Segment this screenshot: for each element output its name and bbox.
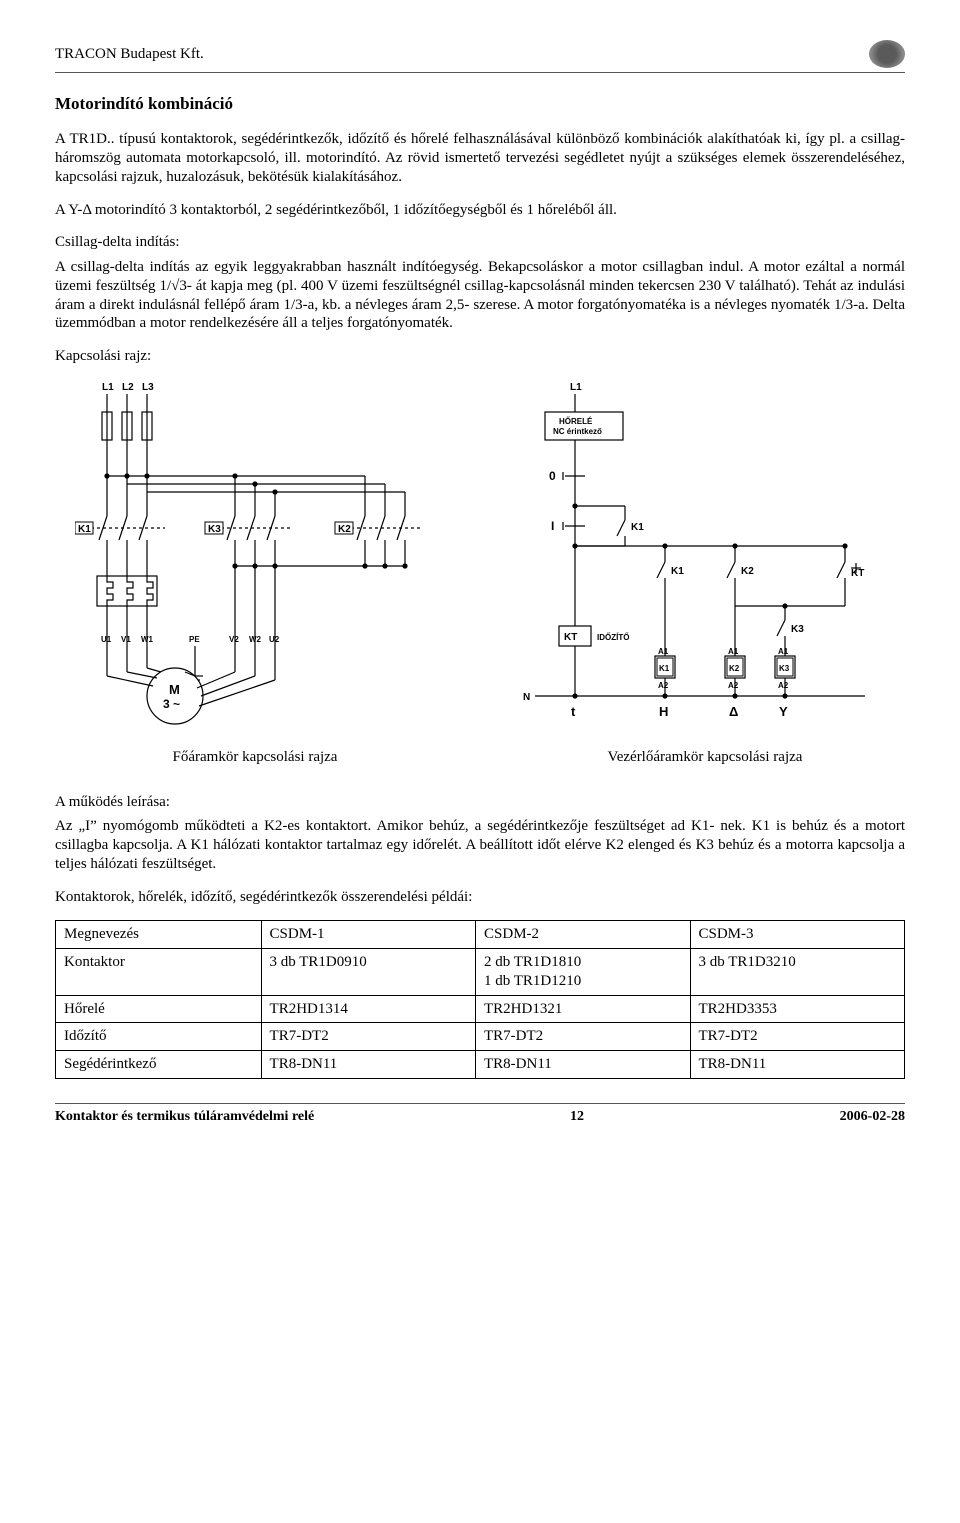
operation-title: A működés leírása: (55, 793, 905, 812)
phase-l2: L2 (122, 382, 134, 393)
cell: TR8-DN11 (476, 1051, 690, 1079)
table-row: Hőrelé TR2HD1314 TR2HD1321 TR2HD3353 (56, 995, 905, 1023)
relay-line1: HŐRELÉ (559, 417, 593, 426)
control-circuit-svg: L1 HŐRELÉ NC érintkező 0 I K1 K1 K2 KT K… (515, 376, 895, 736)
motor-label-bot: 3 ~ (163, 697, 180, 711)
control-circuit-caption: Vezérlőáramkör kapcsolási rajza (505, 748, 905, 767)
box-k2: K2 (338, 524, 351, 535)
company-name: TRACON Budapest Kft. (55, 45, 204, 64)
cell: TR7-DT2 (690, 1023, 905, 1051)
motor-label-top: M (169, 682, 180, 697)
ctrl-n: N (523, 692, 530, 703)
coil-a1-3: A1 (778, 647, 789, 656)
phase-l1: L1 (102, 382, 114, 393)
term-u1: U1 (101, 635, 112, 644)
ctrl-k1b: K1 (671, 566, 684, 577)
coil-a1-1: A1 (658, 647, 669, 656)
term-v2: V2 (229, 635, 239, 644)
coil-k3: K3 (779, 664, 790, 673)
parts-table: Megnevezés CSDM-1 CSDM-2 CSDM-3 Kontakto… (55, 920, 905, 1079)
th-2: CSDM-2 (476, 921, 690, 949)
footer-left: Kontaktor és termikus túláramvédelmi rel… (55, 1108, 314, 1126)
cell: TR7-DT2 (261, 1023, 475, 1051)
footer-center: 12 (570, 1108, 584, 1126)
cell: Hőrelé (56, 995, 262, 1023)
cell: TR2HD3353 (690, 995, 905, 1023)
table-row: Időzítő TR7-DT2 TR7-DT2 TR7-DT2 (56, 1023, 905, 1051)
cell: TR8-DN11 (690, 1051, 905, 1079)
page-title: Motorindító kombináció (55, 93, 905, 114)
cell: TR7-DT2 (476, 1023, 690, 1051)
drawing-label: Kapcsolási rajz: (55, 347, 905, 366)
cell: TR2HD1321 (476, 995, 690, 1023)
subsection-body: A csillag-delta indítás az egyik leggyak… (55, 258, 905, 333)
ctrl-k3: K3 (791, 624, 804, 635)
btn-i: I (551, 519, 554, 533)
main-circuit-caption: Főáramkör kapcsolási rajza (55, 748, 455, 767)
coil-a1-2: A1 (728, 647, 739, 656)
btn-0: 0 (549, 469, 556, 483)
diagram-row: L1 L2 L3 K1 K3 K2 U1 V1 W1 PE V2 W2 U2 M… (55, 376, 905, 783)
table-row: Kontaktor 3 db TR1D0910 2 db TR1D1810 1 … (56, 949, 905, 996)
page-header: TRACON Budapest Kft. (55, 40, 905, 73)
term-u2: U2 (269, 635, 280, 644)
subsection-title: Csillag-delta indítás: (55, 233, 905, 252)
bot-delta: Δ (729, 704, 738, 719)
box-k1: K1 (78, 524, 91, 535)
cell: 3 db TR1D3210 (690, 949, 905, 996)
cell: Kontaktor (56, 949, 262, 996)
ctrl-kt: KT (851, 568, 864, 579)
coil-a2-1: A2 (658, 681, 669, 690)
coil-k1: K1 (659, 664, 670, 673)
timer-label: IDŐZÍTŐ (597, 633, 629, 642)
term-v1: V1 (121, 635, 131, 644)
page-footer: Kontaktor és termikus túláramvédelmi rel… (55, 1103, 905, 1126)
main-circuit-svg: L1 L2 L3 K1 K3 K2 U1 V1 W1 PE V2 W2 U2 M… (75, 376, 435, 736)
bot-t: t (571, 704, 576, 719)
table-header-row: Megnevezés CSDM-1 CSDM-2 CSDM-3 (56, 921, 905, 949)
cell: TR2HD1314 (261, 995, 475, 1023)
intro-paragraph-2: A Y-Δ motorindító 3 kontaktorból, 2 segé… (55, 201, 905, 220)
term-w1: W1 (141, 635, 154, 644)
ctrl-k1a: K1 (631, 522, 644, 533)
table-row: Segédérintkező TR8-DN11 TR8-DN11 TR8-DN1… (56, 1051, 905, 1079)
bot-y: Y (779, 704, 788, 719)
bot-h: H (659, 704, 668, 719)
cell: TR8-DN11 (261, 1051, 475, 1079)
ctrl-l1: L1 (570, 382, 582, 393)
footer-right: 2006-02-28 (840, 1108, 905, 1126)
coil-k2: K2 (729, 664, 740, 673)
cell: 2 db TR1D1810 1 db TR1D1210 (476, 949, 690, 996)
intro-paragraph-1: A TR1D.. típusú kontaktorok, segédérintk… (55, 130, 905, 186)
ctrl-k2: K2 (741, 566, 754, 577)
cell: Segédérintkező (56, 1051, 262, 1079)
coil-a2-3: A2 (778, 681, 789, 690)
main-circuit-column: L1 L2 L3 K1 K3 K2 U1 V1 W1 PE V2 W2 U2 M… (55, 376, 455, 783)
relay-line2: NC érintkező (553, 427, 602, 436)
term-pe: PE (189, 635, 200, 644)
cell: Időzítő (56, 1023, 262, 1051)
company-logo-icon (869, 40, 905, 68)
coil-a2-2: A2 (728, 681, 739, 690)
operation-body: Az „I” nyomógomb működteti a K2-es konta… (55, 817, 905, 873)
th-0: Megnevezés (56, 921, 262, 949)
phase-l3: L3 (142, 382, 154, 393)
term-w2: W2 (249, 635, 262, 644)
th-3: CSDM-3 (690, 921, 905, 949)
table-intro: Kontaktorok, hőrelék, időzítő, segédérin… (55, 888, 905, 907)
cell: 3 db TR1D0910 (261, 949, 475, 996)
box-k3: K3 (208, 524, 221, 535)
control-circuit-column: L1 HŐRELÉ NC érintkező 0 I K1 K1 K2 KT K… (505, 376, 905, 783)
th-1: CSDM-1 (261, 921, 475, 949)
timer-kt: KT (564, 632, 577, 643)
